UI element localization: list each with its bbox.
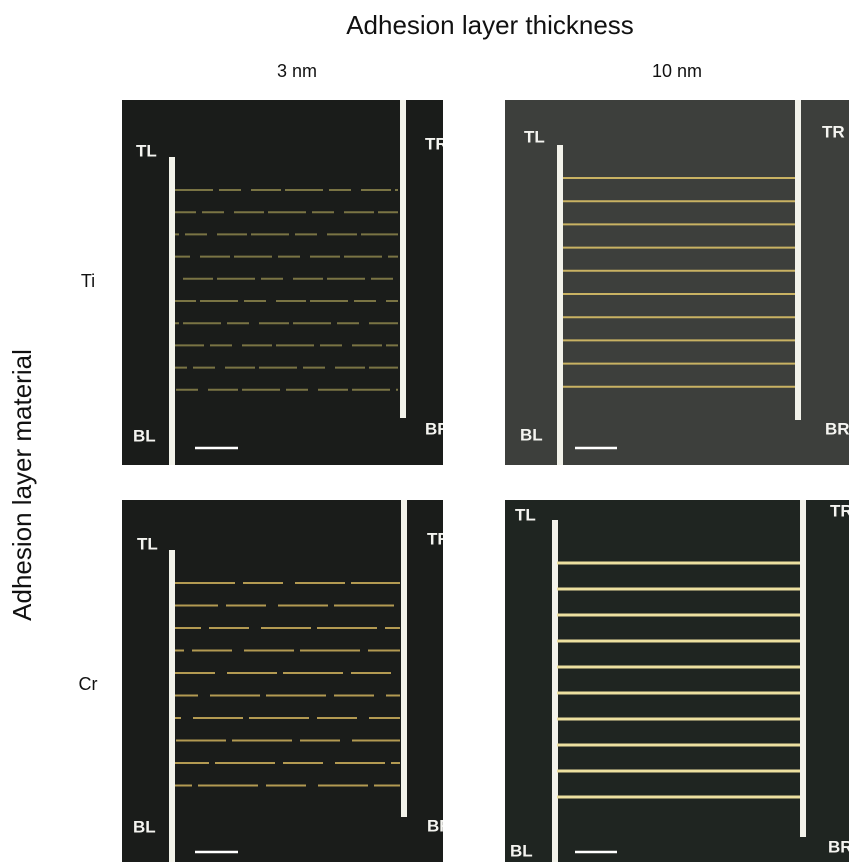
corner-label: TL [136, 141, 157, 160]
corner-label: BR [427, 816, 452, 835]
corner-label: BL [133, 817, 156, 836]
corner-label: BR [825, 419, 849, 438]
electrode-right [401, 500, 407, 817]
column-label: 3 nm [277, 61, 317, 81]
corner-label: TR [830, 501, 849, 520]
corner-label: TL [524, 127, 545, 146]
electrode-left [169, 157, 175, 465]
micrograph-panel: TL TR BL BR [122, 100, 450, 465]
micrograph-panel: TL TR BL BR [505, 500, 849, 862]
row-axis-label: Adhesion layer material [7, 349, 37, 621]
figure: Adhesion layer thickness 3 nm 10 nm Ti C… [0, 0, 849, 862]
micrograph-panel: TL TR BL BR [122, 500, 452, 862]
figure-title: Adhesion layer thickness [346, 10, 634, 40]
corner-label: BR [425, 419, 450, 438]
electrode-left [557, 145, 563, 465]
corner-label: TL [515, 505, 536, 524]
corner-label: BL [510, 841, 533, 860]
electrode-left [169, 550, 175, 862]
electrode-right [795, 100, 801, 420]
electrode-right [400, 100, 406, 418]
page: {"title": "Adhesion layer thickness", "c… [0, 0, 849, 862]
electrode-left [552, 520, 558, 862]
corner-label: BL [133, 426, 156, 445]
corner-label: TR [427, 529, 450, 548]
micrograph-panel: TL TR BL BR [505, 100, 849, 465]
electrode-right [800, 500, 806, 837]
row-label: Cr [79, 674, 98, 694]
corner-label: TR [822, 122, 845, 141]
row-label: Ti [81, 271, 95, 291]
panels: TL TR BL BR TL TR BL BR TL TR BL BR TL TR BL BR [122, 100, 849, 862]
corner-label: TL [137, 534, 158, 553]
column-label: 10 nm [652, 61, 702, 81]
corner-label: BL [520, 425, 543, 444]
corner-label: TR [425, 134, 448, 153]
corner-label: BR [828, 837, 849, 856]
